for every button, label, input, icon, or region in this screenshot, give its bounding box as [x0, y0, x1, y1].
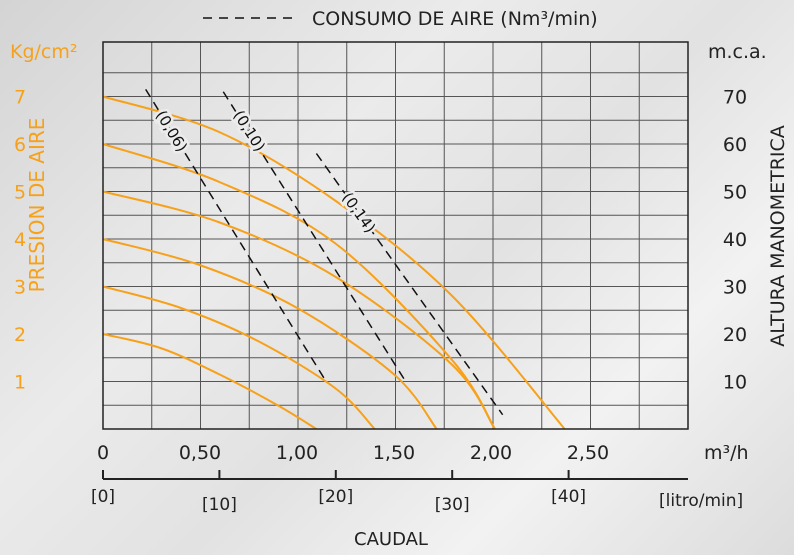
y-left-tick-label: 6 — [14, 134, 26, 156]
pressure-curve-3 — [102, 285, 376, 430]
air-consumption-line — [222, 91, 407, 382]
y-left-tick-label: 5 — [14, 182, 26, 204]
y-left-axis-label: PRESION DE AIRE — [25, 118, 49, 293]
y-right-tick-label: 60 — [723, 134, 747, 156]
secondary-axis-tick-label: [10] — [202, 495, 237, 515]
x-tick-label: 0,50 — [179, 442, 221, 464]
y-right-tick-label: 10 — [723, 372, 747, 394]
air-consumption-lines: (0,06)(0,06) (0,10)(0,10)(0,14)(0,14) — [145, 88, 504, 416]
y-left-tick-label: 2 — [14, 324, 26, 346]
pressure-curve-7 — [102, 95, 566, 430]
x-axis-label: CAUDAL — [354, 529, 428, 550]
secondary-axis-tick-label: [0] — [91, 487, 115, 507]
y-right-ticks: 10 20 30 40 50 60 70 — [723, 87, 747, 394]
x-tick-label: 1,00 — [276, 442, 318, 464]
y-left-unit: Kg/cm² — [10, 41, 78, 63]
y-right-tick-label: 40 — [723, 229, 747, 251]
x-tick-label: 2,00 — [470, 442, 512, 464]
secondary-axis-tick-label: [30] — [435, 495, 470, 515]
x-tick-label: 1,50 — [373, 442, 415, 464]
pressure-curve-5 — [102, 190, 496, 430]
y-left-tick-label: 4 — [14, 229, 26, 251]
y-right-tick-label: 20 — [723, 324, 747, 346]
grid — [103, 42, 688, 429]
y-right-tick-label: 70 — [723, 87, 747, 109]
air-consumption-label: (0,10) — [230, 107, 269, 155]
y-left-tick-label: 1 — [14, 372, 26, 394]
y-left-ticks: 1 2 3 4 5 6 7 — [14, 87, 26, 394]
x-tick-label: 0 — [97, 442, 109, 464]
secondary-axis-tick-label: [20] — [318, 487, 353, 507]
secondary-axis-tick-label: [40] — [551, 487, 586, 507]
chart-title: CONSUMO DE AIRE (Nm³/min) — [312, 8, 598, 30]
x-tick-label: 2,50 — [567, 442, 609, 464]
pressure-curves — [102, 95, 566, 430]
y-right-tick-label: 30 — [723, 277, 747, 299]
y-left-tick-label: 7 — [14, 87, 26, 109]
secondary-axis-ticks: [0] [10] [20] [30] [40] — [91, 470, 586, 515]
x-unit: m³/h — [704, 442, 749, 464]
pressure-curve-6 — [102, 143, 496, 430]
secondary-axis-unit: [litro/min] — [659, 491, 743, 511]
air-consumption-label: (0,06) — [152, 107, 191, 155]
plot-frame — [102, 41, 689, 430]
pressure-curve-4 — [102, 238, 438, 430]
air-consumption-line — [315, 153, 504, 416]
air-consumption-line — [145, 88, 327, 382]
x-ticks: 0 0,50 1,00 1,50 2,00 2,50 — [97, 442, 609, 464]
pressure-curve-2 — [102, 333, 317, 430]
y-right-unit: m.c.a. — [708, 41, 767, 63]
air-consumption-label: (0,14) — [338, 189, 379, 236]
y-left-tick-label: 3 — [14, 277, 26, 299]
y-right-axis-label: ALTURA MANOMETRICA — [767, 125, 789, 347]
y-right-tick-label: 50 — [723, 182, 747, 204]
